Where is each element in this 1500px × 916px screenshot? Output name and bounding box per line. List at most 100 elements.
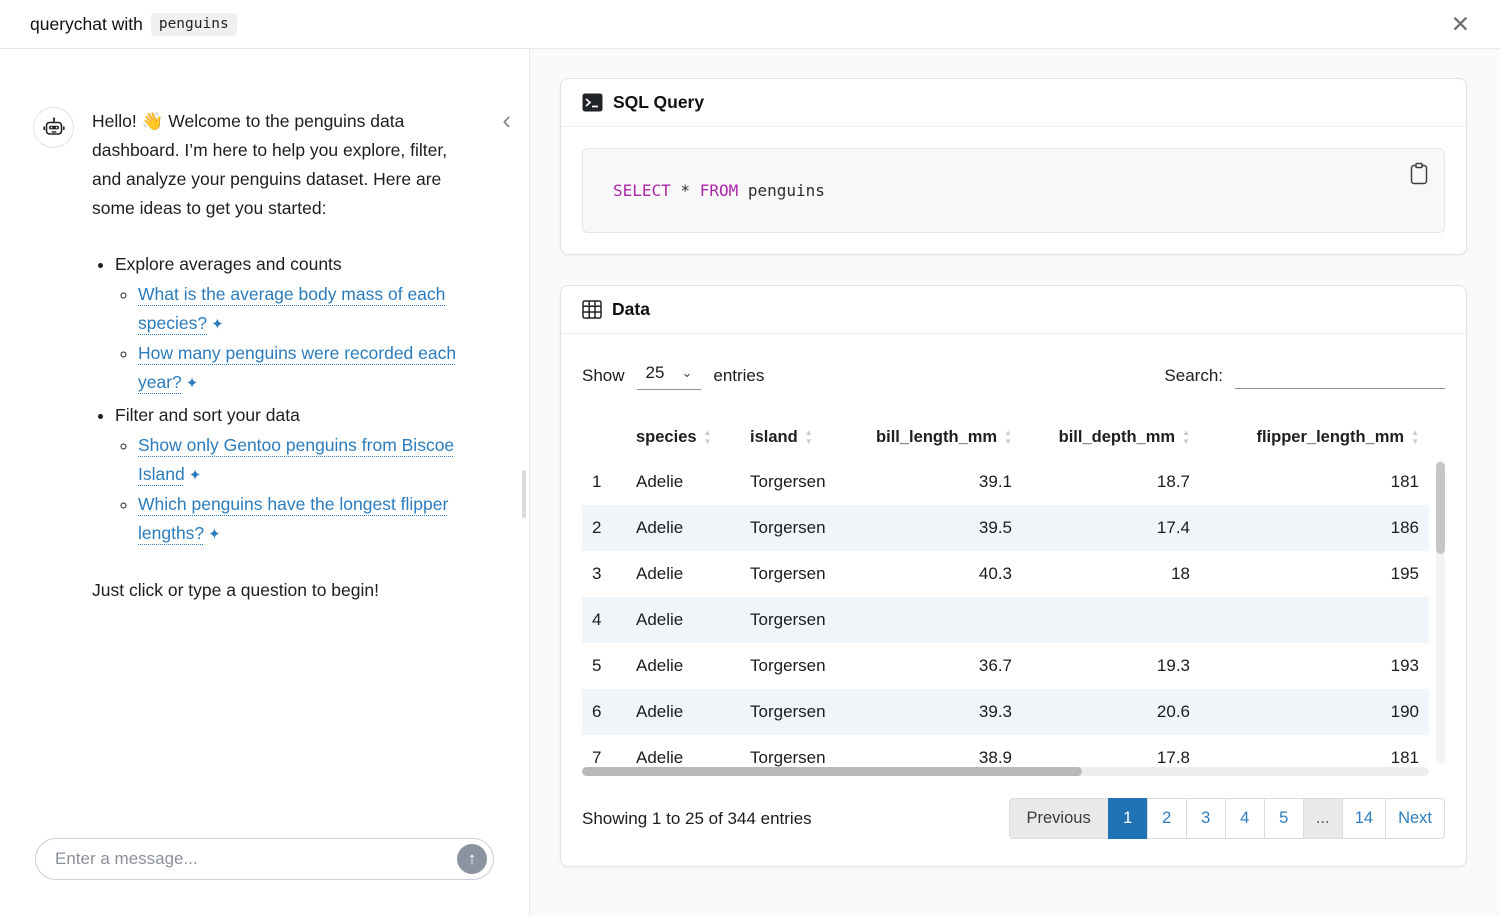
suggestion-link[interactable]: Show only Gentoo penguins from Biscoe Is… — [138, 435, 454, 484]
search-input[interactable] — [1235, 362, 1445, 389]
table-controls: Show 25 ⌄ entries Search: — [582, 361, 1445, 390]
page-size-value: 25 — [645, 363, 665, 382]
column-header-bill_depth_mm[interactable]: bill_depth_mm ▲ ▼ — [1022, 416, 1200, 459]
table-cell: Torgersen — [750, 610, 826, 629]
pagination-page-3[interactable]: 3 — [1185, 798, 1226, 839]
chat-message-area: Hello! 👋 Welcome to the penguins data da… — [0, 49, 529, 605]
data-card-header: Data — [561, 286, 1466, 334]
pagination: Previous 1 2 3 4 5... 14 Next — [1008, 798, 1445, 839]
vertical-scrollbar[interactable] — [1436, 460, 1445, 764]
table-info: Showing 1 to 25 of 344 entries — [582, 808, 812, 828]
sidebar-scrollbar[interactable] — [522, 470, 526, 518]
show-label: Show — [582, 365, 625, 385]
table-cell: Adelie — [636, 610, 684, 629]
column-header-index — [582, 416, 626, 459]
sql-table-name: penguins — [738, 181, 825, 200]
suggestion-link[interactable]: Which penguins have the longest flipper … — [138, 494, 448, 543]
suggestion-item: Which penguins have the longest flipper … — [138, 490, 474, 549]
sql-code-block: SELECT * FROM penguins — [582, 148, 1445, 233]
sort-desc-icon: ▼ — [1411, 437, 1419, 447]
chat-input-bar: ↑ — [35, 838, 494, 880]
chat-message-input[interactable] — [55, 849, 457, 869]
horizontal-scrollbar-thumb[interactable] — [582, 767, 1082, 776]
table-cell: 39.5 — [978, 518, 1012, 537]
column-label: flipper_length_mm — [1256, 428, 1405, 446]
sort-asc-icon: ▲ — [1411, 428, 1419, 438]
table-cell: 181 — [1390, 748, 1419, 767]
copy-icon[interactable] — [1405, 158, 1433, 190]
pagination-page-1[interactable]: 1 — [1107, 798, 1148, 839]
table-cell: 39.3 — [978, 702, 1012, 721]
sort-desc-icon: ▼ — [703, 437, 712, 447]
content-panel: SQL Query SELECT * FROM penguins — [530, 49, 1500, 916]
sql-keyword-select: SELECT — [613, 181, 671, 200]
chevron-down-icon: ⌄ — [681, 365, 693, 380]
suggestion-group: Explore averages and counts What is the a… — [115, 250, 474, 398]
suggestion-link[interactable]: How many penguins were recorded each yea… — [138, 343, 456, 392]
page-size-select[interactable]: 25 ⌄ — [636, 361, 702, 390]
sql-card-body: SELECT * FROM penguins — [561, 127, 1466, 254]
robot-icon — [42, 117, 65, 135]
data-card-title: Data — [612, 299, 650, 319]
table-cell: Torgersen — [750, 748, 826, 767]
pagination-page-2[interactable]: 2 — [1146, 798, 1187, 839]
sparkle-icon: ✦ — [185, 375, 199, 392]
column-label: island — [750, 428, 798, 446]
column-header-flipper_length_mm[interactable]: flipper_length_mm ▲ ▼ — [1200, 416, 1429, 459]
sidebar-collapse-icon[interactable]: ‹ — [502, 105, 511, 135]
suggestion-link-text: How many penguins were recorded each yea… — [138, 343, 457, 392]
table-cell: Adelie — [636, 748, 684, 767]
pagination-page-5[interactable]: 5 — [1263, 798, 1304, 839]
suggestion-link[interactable]: What is the average body mass of each sp… — [138, 284, 445, 333]
column-header-island[interactable]: island ▲ ▼ — [740, 416, 850, 459]
assistant-message: Hello! 👋 Welcome to the penguins data da… — [33, 107, 493, 605]
sort-asc-icon: ▲ — [1004, 428, 1012, 438]
suggestion-link-text: Show only Gentoo penguins from Biscoe Is… — [138, 435, 455, 484]
assistant-message-body: Hello! 👋 Welcome to the penguins data da… — [92, 107, 474, 605]
row-index-cell: 3 — [592, 564, 602, 583]
table-head-row: species ▲ ▼ island ▲ ▼ bill_length_mm ▲ ▼ bill_de… — [582, 416, 1429, 459]
main-layout: ‹ Hello! 👋 — [0, 49, 1500, 916]
sql-keyword-from: FROM — [699, 181, 739, 200]
table-cell: Torgersen — [750, 518, 826, 537]
table-row: 7 Adelie Torgersen 38.9 17.8 181 — [582, 735, 1429, 778]
pagination-page-4[interactable]: 4 — [1224, 798, 1265, 839]
sparkle-icon: ✦ — [188, 467, 202, 484]
sql-card-header: SQL Query — [561, 79, 1466, 127]
table-scroll-area: species ▲ ▼ island ▲ ▼ bill_length_mm ▲ ▼ bill_de… — [582, 416, 1445, 778]
table-footer: Showing 1 to 25 of 344 entries Previous 1… — [582, 778, 1445, 845]
pagination-page-14[interactable]: 14 — [1341, 798, 1387, 839]
sort-icon: ▲ ▼ — [1182, 429, 1190, 446]
table-row: 4 Adelie Torgersen — [582, 597, 1429, 643]
suggestion-group-label: Filter and sort your data — [115, 405, 300, 425]
suggestion-group-label: Explore averages and counts — [115, 254, 342, 274]
dataset-name-chip: penguins — [150, 12, 237, 36]
table-cell — [1200, 597, 1429, 643]
pagination-page-...[interactable]: ... — [1302, 798, 1343, 839]
terminal-icon — [582, 93, 603, 112]
sql-code: SELECT * FROM penguins — [613, 181, 825, 200]
sort-asc-icon: ▲ — [703, 428, 712, 438]
vertical-scrollbar-thumb[interactable] — [1436, 462, 1445, 554]
table-cell: 193 — [1390, 656, 1419, 675]
table-cell: Torgersen — [750, 702, 826, 721]
close-icon[interactable]: ✕ — [1450, 10, 1470, 37]
table-cell — [1022, 597, 1200, 643]
table-row: 6 Adelie Torgersen 39.3 20.6 190 — [582, 689, 1429, 735]
table-cell: 190 — [1390, 702, 1419, 721]
pagination-next-button[interactable]: Next — [1385, 798, 1445, 839]
column-header-bill_length_mm[interactable]: bill_length_mm ▲ ▼ — [850, 416, 1022, 459]
horizontal-scrollbar[interactable] — [582, 767, 1429, 776]
search-label: Search: — [1164, 365, 1223, 385]
send-message-button[interactable]: ↑ — [457, 844, 487, 874]
pagination-previous-button[interactable]: Previous — [1008, 798, 1109, 839]
row-index-cell: 7 — [592, 748, 602, 767]
message-outro: Just click or type a question to begin! — [92, 580, 379, 600]
sort-icon: ▲ ▼ — [1004, 429, 1012, 446]
message-intro: Hello! 👋 Welcome to the penguins data da… — [92, 111, 448, 218]
suggestion-item: Show only Gentoo penguins from Biscoe Is… — [138, 431, 474, 490]
sort-icon: ▲ ▼ — [704, 429, 712, 446]
column-header-species[interactable]: species ▲ ▼ — [626, 416, 740, 459]
search-control: Search: — [1164, 362, 1445, 389]
table-cell: 186 — [1390, 518, 1419, 537]
